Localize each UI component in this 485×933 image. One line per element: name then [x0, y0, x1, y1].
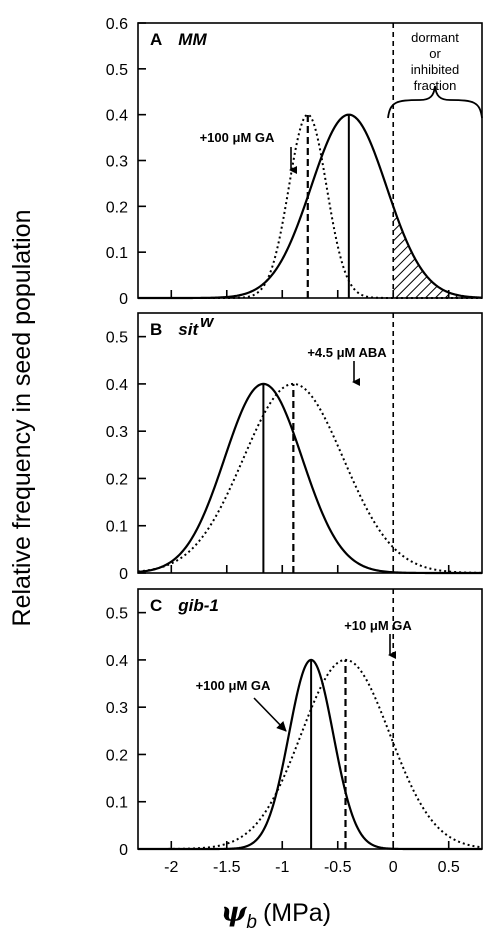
y-tick-label-panel-a: 0.1: [106, 245, 128, 262]
y-tick-label-panel-a: 0: [119, 291, 128, 308]
y-tick-label-panel-b: 0.1: [106, 519, 128, 536]
dormant-note-line-4: fraction: [414, 78, 457, 93]
x-tick-label: 0.5: [438, 859, 460, 876]
y-tick-label-panel-c: 0.3: [106, 700, 128, 717]
solid-curve-panel-a: [138, 113, 483, 300]
x-axis-label: ψb (MPa): [221, 897, 331, 933]
annotation-panel-b-dotted: +4.5 μM ABA: [307, 345, 387, 360]
y-tick-label-panel-b: 0: [119, 566, 128, 583]
panel-letter-c: C: [150, 596, 162, 615]
y-tick-label-panel-c: 0: [119, 842, 128, 859]
y-tick-label-panel-a: 0.5: [106, 62, 128, 79]
dotted-curve-panel-c: [138, 658, 483, 850]
annotation-panel-c-solid: +100 μM GA: [196, 678, 271, 693]
y-tick-label-panel-a: 0.3: [106, 154, 128, 171]
panel-genotype-superscript-b: w: [200, 312, 215, 331]
plot-frame-panel-b: [137, 312, 483, 574]
y-tick-label-panel-c: 0.2: [106, 747, 128, 764]
panel-genotype-b: sit: [178, 320, 199, 339]
y-tick-label-panel-c: 0.4: [106, 653, 128, 670]
solid-curve-panel-b: [137, 382, 482, 575]
y-tick-label-panel-c: 0.1: [106, 795, 128, 812]
panel-genotype-a: MM: [178, 30, 207, 49]
panel-genotype-c: gib-1: [177, 596, 219, 615]
y-tick-label-panel-b: 0.2: [106, 471, 128, 488]
arrow-panel-c-solid: [253, 697, 287, 732]
y-tick-label-panel-b: 0.5: [106, 330, 128, 347]
dormant-note-line-3: inhibited: [411, 62, 459, 77]
y-tick-label-panel-c: 0.5: [106, 606, 128, 623]
y-tick-label-panel-b: 0.3: [106, 424, 128, 441]
y-tick-label-panel-b: 0.4: [106, 377, 128, 394]
panel-letter-b: B: [150, 320, 162, 339]
dormant-brace: [387, 85, 483, 119]
y-tick-label-panel-a: 0.4: [106, 108, 128, 125]
solid-curve-panel-c: [138, 658, 482, 851]
x-tick-label: -1: [275, 859, 289, 876]
y-axis-label: Relative frequency in seed population: [8, 210, 36, 627]
panel-label-a: A MM: [150, 30, 207, 49]
panel-a: 0 0.1 0.2 0.3 0.4 0.5 0.6 A MM: [106, 16, 483, 308]
dotted-curve-panel-a: [138, 113, 482, 299]
y-tick-label-panel-a: 0.2: [106, 199, 128, 216]
x-axis-unit: (MPa): [263, 899, 331, 927]
dotted-curve-panel-b: [137, 382, 483, 574]
x-tick-label: -0.5: [324, 859, 352, 876]
plot-frame-panel-c: [137, 588, 483, 850]
y-tick-label-panel-a: 0.6: [106, 16, 128, 33]
dormant-note-line-2: or: [429, 46, 441, 61]
panel-letter-a: A: [150, 30, 162, 49]
x-axis-symbol: ψ: [221, 897, 248, 928]
x-tick-label: 0: [389, 859, 398, 876]
hatched-fraction-panel-a: [393, 206, 482, 298]
x-tick-label: -1.5: [213, 859, 241, 876]
annotation-panel-c-dotted: +10 μM GA: [344, 618, 412, 633]
annotation-panel-a-dotted: +100 μM GA: [200, 130, 275, 145]
x-axis-subscript: b: [246, 912, 257, 933]
dormant-note-line-1: dormant: [411, 30, 459, 45]
x-tick-label: -2: [164, 859, 178, 876]
